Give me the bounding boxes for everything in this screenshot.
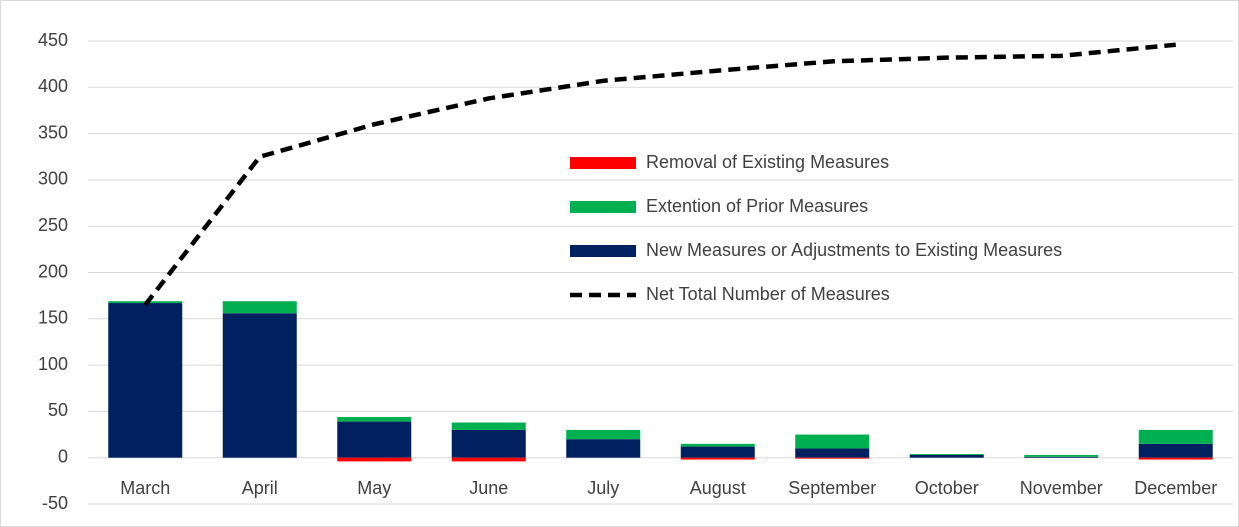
bar bbox=[222, 301, 297, 314]
bar bbox=[451, 457, 526, 462]
y-tick-label: 200 bbox=[38, 261, 68, 281]
x-tick-label: March bbox=[120, 478, 170, 498]
bar bbox=[680, 446, 755, 458]
bar bbox=[795, 434, 870, 449]
y-tick-label: 150 bbox=[38, 308, 68, 328]
bar bbox=[337, 457, 412, 462]
x-tick-label: September bbox=[788, 478, 876, 498]
legend-label: Net Total Number of Measures bbox=[646, 284, 890, 304]
bar bbox=[680, 443, 755, 447]
bar bbox=[566, 439, 641, 458]
x-tick-label: October bbox=[915, 478, 979, 498]
y-tick-label: 100 bbox=[38, 354, 68, 374]
bar bbox=[222, 313, 297, 458]
x-tick-label: November bbox=[1020, 478, 1103, 498]
x-tick-label: July bbox=[587, 478, 619, 498]
x-tick-label: December bbox=[1134, 478, 1217, 498]
bar bbox=[337, 416, 412, 422]
legend-swatch bbox=[570, 157, 636, 169]
legend-label: Extention of Prior Measures bbox=[646, 196, 868, 216]
y-tick-label: 250 bbox=[38, 215, 68, 235]
bar bbox=[451, 422, 526, 430]
x-tick-label: April bbox=[242, 478, 278, 498]
legend-swatch bbox=[570, 201, 636, 213]
y-tick-label: 300 bbox=[38, 169, 68, 189]
bar bbox=[566, 429, 641, 440]
bar bbox=[1024, 456, 1099, 458]
legend-label: New Measures or Adjustments to Existing … bbox=[646, 240, 1062, 260]
y-tick-label: -50 bbox=[42, 493, 68, 513]
y-tick-label: 400 bbox=[38, 76, 68, 96]
y-tick-label: 450 bbox=[38, 30, 68, 50]
bar bbox=[680, 457, 755, 460]
y-tick-label: 0 bbox=[58, 446, 68, 466]
legend-label: Removal of Existing Measures bbox=[646, 152, 889, 172]
bar bbox=[337, 421, 412, 458]
bar bbox=[1138, 457, 1213, 460]
bar bbox=[909, 453, 984, 455]
bar bbox=[795, 448, 870, 458]
x-tick-label: May bbox=[357, 478, 391, 498]
line bbox=[143, 42, 1176, 307]
bar bbox=[108, 303, 183, 458]
legend-swatch bbox=[570, 245, 636, 257]
bar bbox=[1024, 454, 1099, 457]
y-tick-label: 350 bbox=[38, 122, 68, 142]
y-tick-label: 50 bbox=[48, 400, 68, 420]
bar bbox=[795, 457, 870, 459]
bar bbox=[451, 429, 526, 458]
bar bbox=[1138, 429, 1213, 444]
x-tick-label: August bbox=[690, 478, 746, 498]
x-tick-label: June bbox=[469, 478, 508, 498]
bar bbox=[1138, 443, 1213, 458]
bar bbox=[909, 454, 984, 458]
